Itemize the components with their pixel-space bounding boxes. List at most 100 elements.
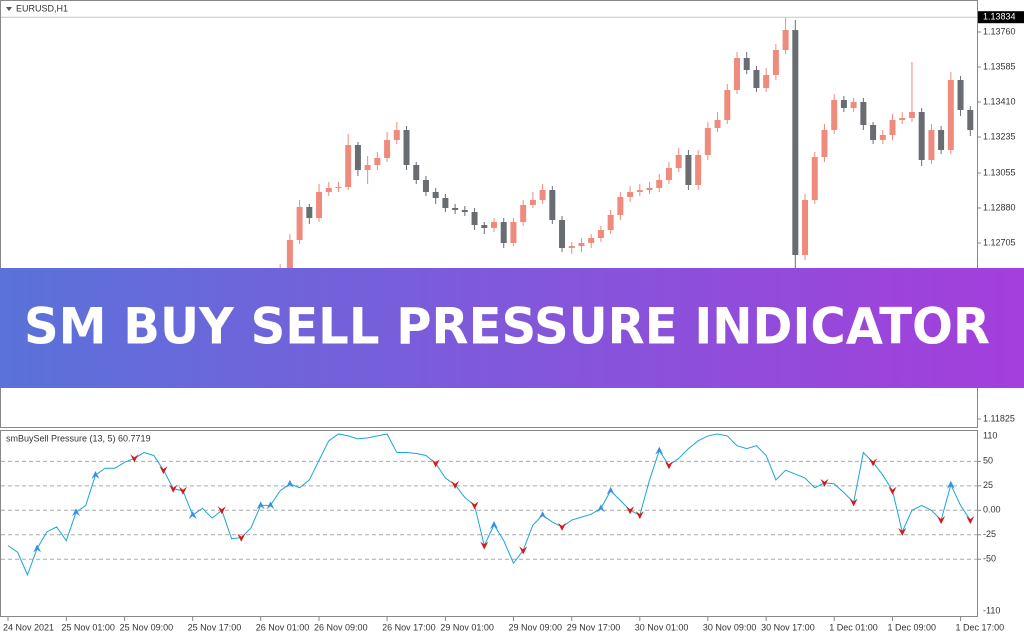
y-tick-label: 1.12705 <box>983 237 1016 247</box>
sell-arrow <box>966 516 975 525</box>
indicator-frame <box>0 430 978 617</box>
x-tick-label: 29 Nov 09:00 <box>508 622 562 632</box>
candle-body <box>675 155 682 168</box>
x-tick-label: 25 Nov 01:00 <box>61 622 115 632</box>
banner <box>0 268 1024 388</box>
sell-arrow <box>820 478 829 487</box>
candle-body <box>413 165 420 180</box>
sell-arrow <box>888 486 897 495</box>
candle-body <box>559 220 566 248</box>
x-tick-label: 24 Nov 2021 <box>3 622 54 632</box>
candle-body <box>646 188 653 190</box>
x-tick-label: 1 Dec 01:00 <box>829 622 878 632</box>
candle-body <box>510 222 517 243</box>
y-tick-label: 50 <box>983 456 993 466</box>
candle-body <box>656 180 663 188</box>
time-axis: 24 Nov 2021 25 Nov 01:00 25 Nov 09:00 25 No… <box>3 617 1004 632</box>
sell-arrow <box>159 466 168 475</box>
sell-arrow <box>480 541 489 550</box>
x-tick-label: 30 Nov 09:00 <box>703 622 757 632</box>
candle-body <box>665 168 672 180</box>
candle-body <box>286 240 293 270</box>
scale-min-label: -110 <box>983 605 1000 615</box>
candle-body <box>442 198 449 208</box>
buy-arrow <box>285 479 294 488</box>
sell-arrow <box>626 506 635 515</box>
sell-arrow <box>898 527 907 536</box>
candle-body <box>481 225 488 228</box>
candle-body <box>724 90 731 120</box>
sell-arrow <box>451 480 460 489</box>
y-tick-label: 1.13055 <box>983 167 1016 177</box>
sell-arrow <box>431 459 440 468</box>
candle-body <box>850 102 857 108</box>
sell-arrow <box>849 498 858 507</box>
x-tick-label: 26 Nov 09:00 <box>314 622 368 632</box>
y-tick-label: 1.13235 <box>983 131 1016 141</box>
candle-body <box>588 238 595 243</box>
y-tick-label: 25 <box>983 480 993 490</box>
sell-arrow <box>869 458 878 467</box>
y-tick-label: 1.13410 <box>983 96 1016 106</box>
candle-body <box>782 30 789 50</box>
candle-body <box>821 130 828 157</box>
candle-body <box>938 130 945 150</box>
candle-body <box>607 215 614 230</box>
candle-body <box>879 135 886 140</box>
candle-body <box>792 30 799 255</box>
candle-body <box>802 200 809 255</box>
y-tick-label: 0.00 <box>983 505 1001 515</box>
candle-body <box>947 80 954 150</box>
price-marker-label: 1.13834 <box>983 12 1016 22</box>
candle-body <box>811 157 818 200</box>
sell-arrow <box>130 454 139 463</box>
indicator-line <box>7 433 971 577</box>
sell-arrow <box>178 486 187 495</box>
sell-arrow <box>217 506 226 515</box>
sell-arrow <box>470 501 479 510</box>
candle-body <box>452 208 459 210</box>
candle-body <box>539 190 546 200</box>
candle-body <box>831 100 838 130</box>
x-tick-label: 1 Dec 09:00 <box>888 622 937 632</box>
candle-body <box>393 130 400 140</box>
banner-title: SM BUY SELL PRESSURE INDICATOR <box>24 298 990 356</box>
x-tick-label: 1 Dec 17:00 <box>956 622 1005 632</box>
sell-arrow <box>664 461 673 470</box>
candle-body <box>578 243 585 246</box>
candle-body <box>753 70 760 88</box>
x-tick-label: 26 Nov 01:00 <box>256 622 310 632</box>
candle-body <box>384 140 391 158</box>
candle-body <box>364 165 371 170</box>
candle-body <box>743 58 750 70</box>
sell-arrow <box>558 522 567 531</box>
candle-body <box>520 205 527 222</box>
candle-body <box>500 222 507 243</box>
candle-body <box>529 200 536 205</box>
candle-body <box>316 192 323 218</box>
candle-body <box>597 230 604 238</box>
candle-body <box>627 192 634 197</box>
sell-arrow <box>937 516 946 525</box>
y-tick-label: -25 <box>983 529 996 539</box>
x-tick-label: 25 Nov 17:00 <box>188 622 242 632</box>
candle-body <box>695 155 702 185</box>
candle-body <box>432 192 439 198</box>
buy-arrow <box>33 544 42 553</box>
symbol-menu-icon[interactable] <box>6 7 12 11</box>
candle-body <box>325 188 332 192</box>
x-tick-label: 29 Nov 17:00 <box>567 622 621 632</box>
price-frame <box>0 0 978 428</box>
candle-body <box>685 155 692 185</box>
indicator-title: smBuySell Pressure (13, 5) 60.7719 <box>6 433 151 443</box>
y-tick-label: -50 <box>983 554 996 564</box>
candle-body <box>422 180 429 192</box>
sell-arrow <box>519 546 528 555</box>
candle-body <box>967 110 974 130</box>
candle-body <box>714 120 721 128</box>
candle-body <box>296 207 303 240</box>
candle-body <box>957 80 964 110</box>
candle-body <box>734 58 740 90</box>
candle-body <box>889 120 896 135</box>
